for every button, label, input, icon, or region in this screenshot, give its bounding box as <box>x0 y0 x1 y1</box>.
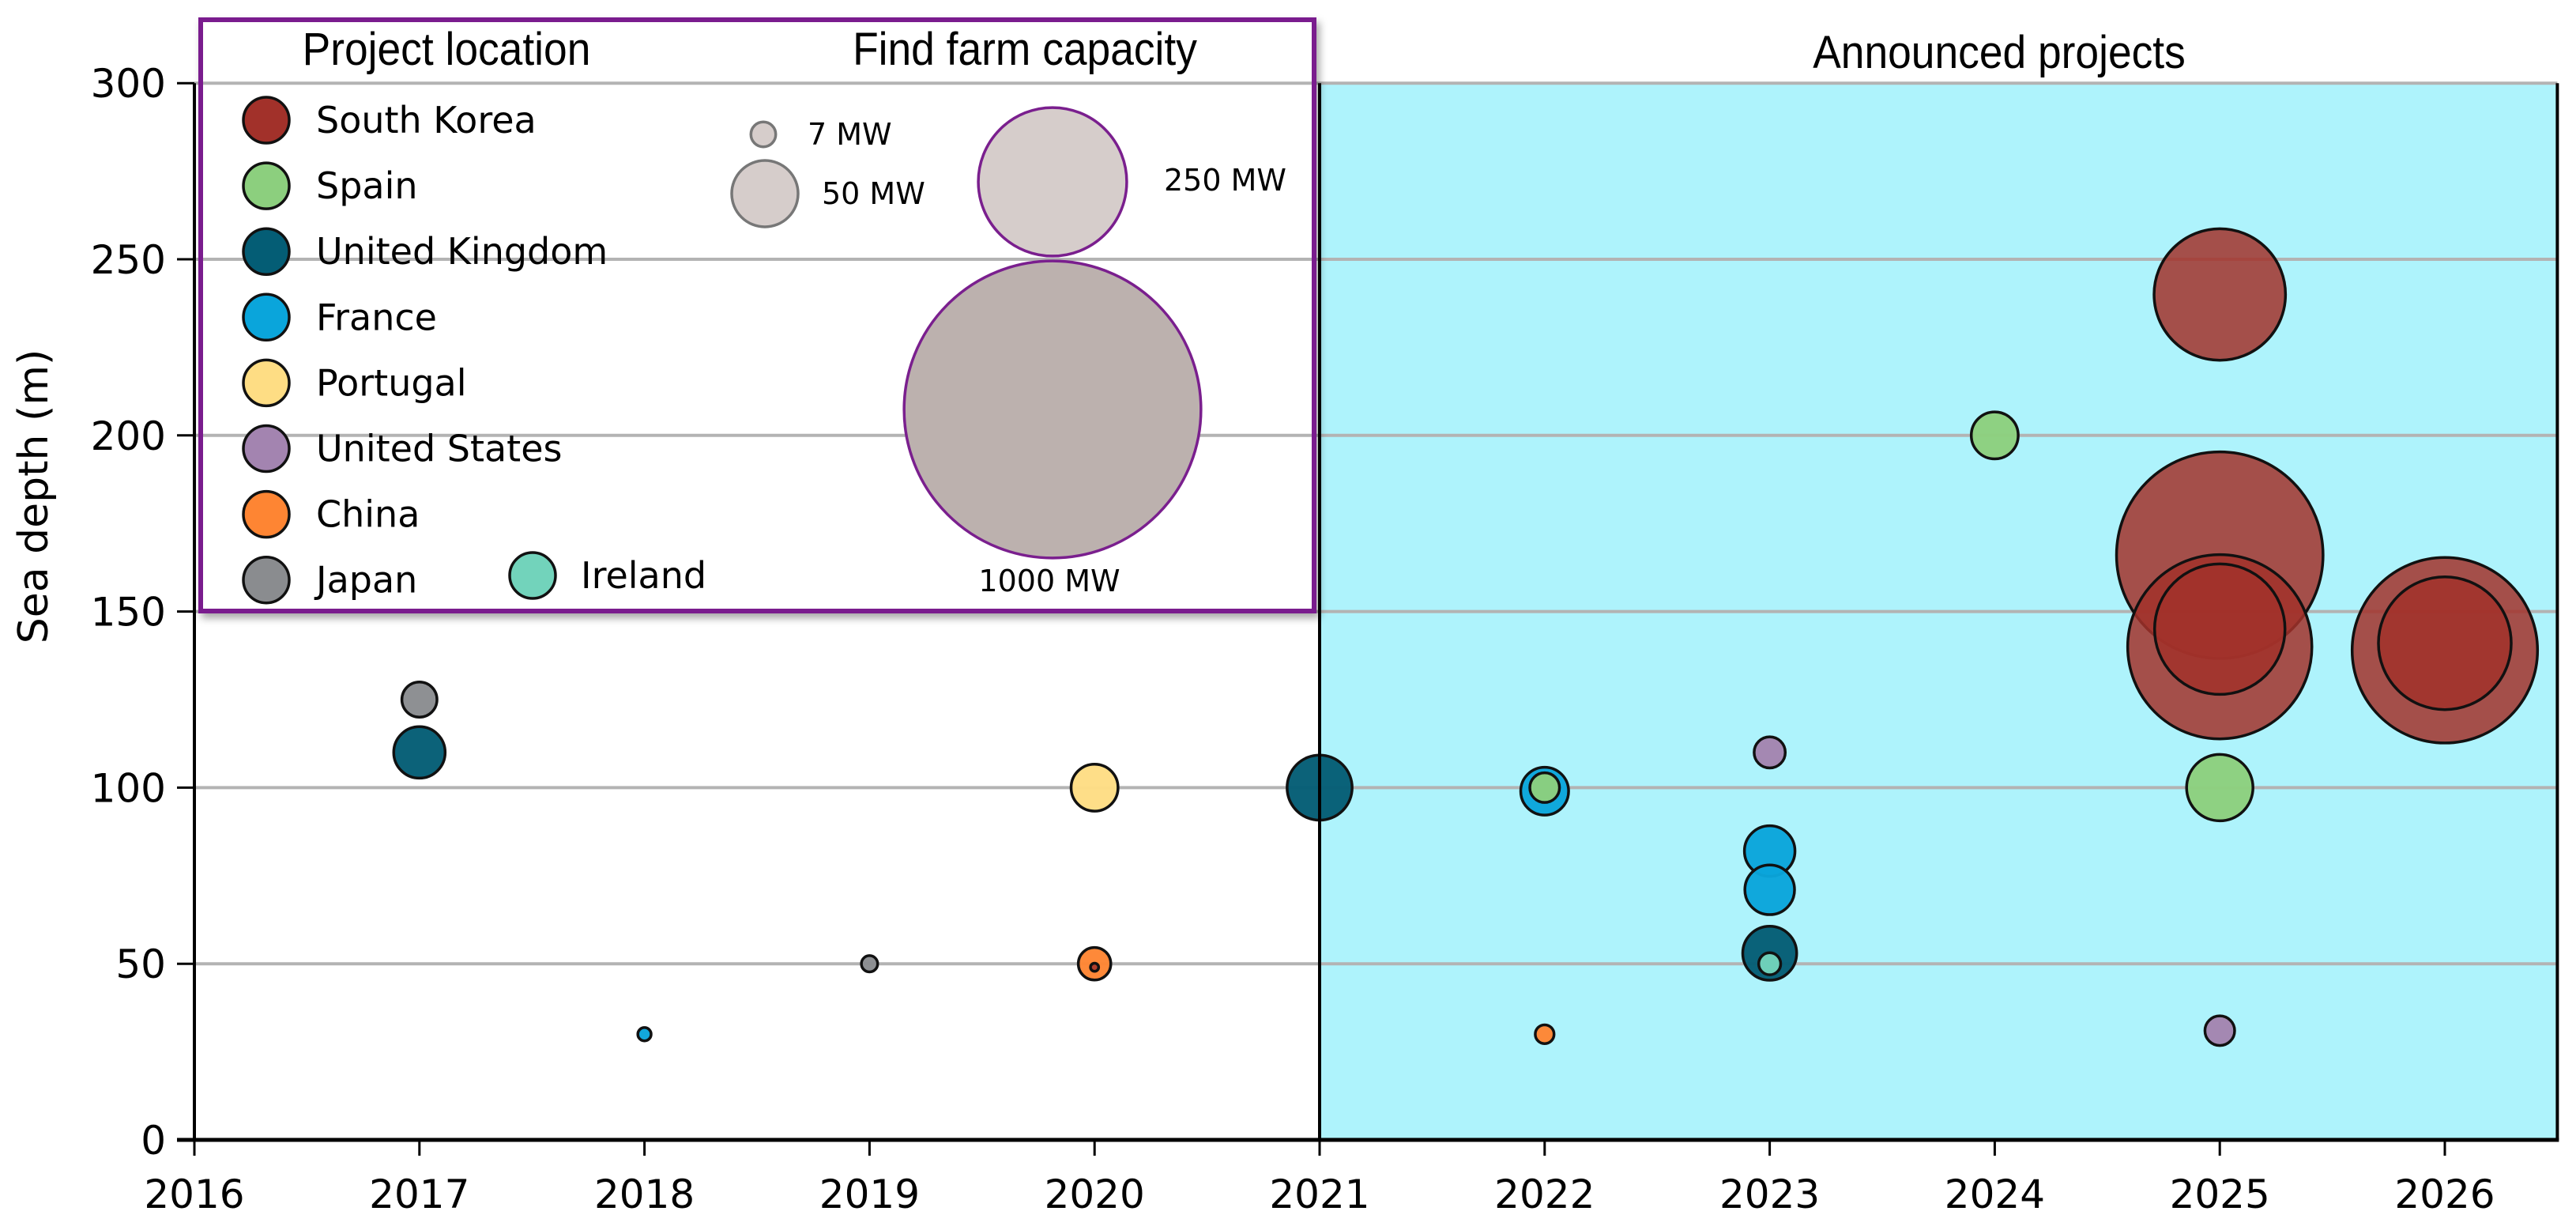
bubble-united-states <box>1753 735 1787 770</box>
bubble-portugal <box>1069 762 1120 813</box>
legend-entry-ireland: Ireland <box>508 551 706 600</box>
y-tick-label: 250 <box>91 237 166 283</box>
bubble-japan <box>400 681 439 719</box>
size-legend-circle-icon <box>902 259 1203 560</box>
announced-projects-label: Announced projects <box>1813 27 2186 78</box>
legend-label: Ireland <box>581 554 706 597</box>
bubble-ireland <box>1757 951 1783 976</box>
x-tick-label: 2016 <box>144 1172 244 1217</box>
legend-entry-france: France <box>242 292 437 342</box>
size-legend-label: 1000 MW <box>978 564 1120 598</box>
y-tick-label: 200 <box>91 413 166 459</box>
x-tick-label: 2025 <box>2170 1172 2270 1217</box>
x-tick-label: 2024 <box>1945 1172 2045 1217</box>
size-legend-circle-icon <box>749 120 778 149</box>
y-tick-label: 50 <box>115 941 166 987</box>
legend-entry-japan: Japan <box>242 555 417 605</box>
size-legend-entry: 250 MW <box>977 106 1286 258</box>
bubble-spain <box>2185 753 2254 823</box>
legend-entry-united-kingdom: United Kingdom <box>242 227 608 276</box>
size-legend-entry: 50 MW <box>730 159 925 228</box>
legend-marker-icon <box>242 489 291 539</box>
legend-entry-spain: Spain <box>242 161 418 210</box>
size-legend-label: 50 MW <box>822 176 925 211</box>
bubble-south-korea <box>2152 227 2288 362</box>
legend-size-title: Find farm capacity <box>853 24 1197 75</box>
size-legend-circle-icon <box>730 159 800 228</box>
x-tick-label: 2021 <box>1269 1172 1369 1217</box>
legend-marker-icon <box>242 227 291 276</box>
legend-location-title: Project location <box>303 24 591 75</box>
legend-location-entries: South Korea Spain United Kingdom France Port… <box>242 96 706 605</box>
legend-label: United Kingdom <box>316 230 608 273</box>
size-legend-label: 7 MW <box>808 117 892 152</box>
bubble-south-korea <box>2152 562 2287 696</box>
legend-entry-portugal: Portugal <box>242 358 467 408</box>
bubble-united-kingdom <box>392 725 447 780</box>
y-tick-label: 100 <box>91 765 166 811</box>
legend-label: Portugal <box>316 361 467 404</box>
legend-marker-icon <box>242 424 291 474</box>
bubble-china <box>1534 1023 1556 1045</box>
legend-label: France <box>316 296 437 338</box>
bubble-spain <box>1969 410 2020 461</box>
legend-entry-united-states: United States <box>242 424 563 474</box>
legend-marker-icon <box>242 292 291 342</box>
x-tick-label: 2020 <box>1045 1172 1145 1217</box>
legend-entry-south-korea: South Korea <box>242 96 537 145</box>
y-tick-label: 150 <box>91 590 166 636</box>
size-legend-entry: 1000 MW <box>902 259 1203 598</box>
bubble-france <box>1743 863 1796 916</box>
legend-size-entries: 7 MW 50 MW 250 MW 1000 MW <box>730 106 1286 598</box>
legend-label: Japan <box>314 559 417 602</box>
legend-label: South Korea <box>316 99 537 141</box>
bubble-japan <box>860 954 879 974</box>
legend-marker-icon <box>242 161 291 210</box>
x-tick-label: 2026 <box>2394 1172 2495 1217</box>
y-tick-label: 0 <box>141 1118 166 1164</box>
bubble-series <box>392 227 2540 1047</box>
x-tick-label: 2018 <box>594 1172 695 1217</box>
bubble-south-korea <box>1089 961 1101 973</box>
legend-marker-icon <box>242 96 291 145</box>
legend-marker-icon <box>242 555 291 605</box>
size-legend-label: 250 MW <box>1164 163 1286 198</box>
y-axis-title: Sea depth (m) <box>10 349 58 644</box>
bubble-united-states <box>2203 1014 2236 1047</box>
y-tick-label: 300 <box>91 61 166 107</box>
x-tick-label: 2019 <box>819 1172 920 1217</box>
legend-label: United States <box>316 428 563 470</box>
legend-label: China <box>316 493 420 536</box>
legend-entry-china: China <box>242 489 420 539</box>
size-legend-circle-icon <box>977 106 1128 258</box>
legend-marker-icon <box>508 551 557 600</box>
x-tick-label: 2017 <box>369 1172 469 1217</box>
legend: Project location Find farm capacity Sout… <box>198 17 1316 613</box>
bubble-france <box>636 1026 653 1043</box>
axes: 2016 2017 2018 2019 2020 2021 2022 2023 2024 2025… <box>91 61 2559 1217</box>
bubble-south-korea <box>2377 575 2513 711</box>
x-tick-label: 2023 <box>1719 1172 1820 1217</box>
bubble-spain <box>1528 771 1561 804</box>
legend-marker-icon <box>242 358 291 408</box>
x-tick-label: 2022 <box>1494 1172 1595 1217</box>
legend-label: Spain <box>316 164 418 207</box>
size-legend-entry: 7 MW <box>749 117 892 152</box>
